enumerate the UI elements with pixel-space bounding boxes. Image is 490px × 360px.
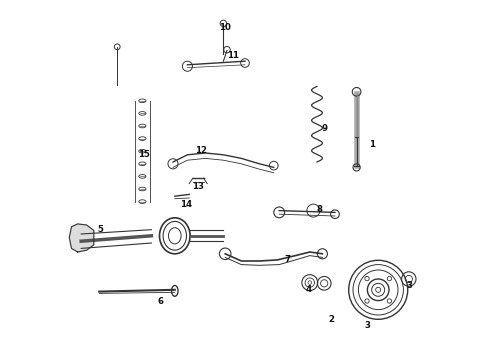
Text: 7: 7 <box>284 256 291 264</box>
Text: 14: 14 <box>179 200 192 209</box>
Text: 13: 13 <box>192 182 204 191</box>
Text: 12: 12 <box>195 146 207 155</box>
Text: 2: 2 <box>328 315 334 324</box>
Text: 5: 5 <box>98 225 103 234</box>
Text: 3: 3 <box>365 321 370 330</box>
Text: 8: 8 <box>316 205 322 214</box>
Text: 1: 1 <box>368 140 375 149</box>
Text: 15: 15 <box>138 150 149 159</box>
Text: 10: 10 <box>219 23 230 32</box>
Text: 6: 6 <box>157 297 163 306</box>
Text: 3: 3 <box>406 281 412 289</box>
Text: 9: 9 <box>321 125 327 134</box>
Polygon shape <box>69 224 94 252</box>
Text: 4: 4 <box>305 284 312 294</box>
Text: 11: 11 <box>227 51 240 60</box>
